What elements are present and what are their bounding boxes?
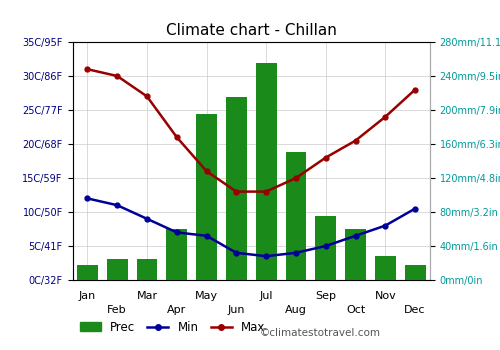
Bar: [286, 153, 306, 280]
Text: Nov: Nov: [374, 291, 396, 301]
Text: Sep: Sep: [315, 291, 336, 301]
Bar: [375, 256, 396, 280]
Text: Aug: Aug: [285, 305, 307, 315]
Bar: [316, 216, 336, 280]
Text: Jun: Jun: [228, 305, 245, 315]
Text: Mar: Mar: [136, 291, 158, 301]
Bar: [107, 259, 128, 280]
Bar: [136, 259, 158, 280]
Text: Oct: Oct: [346, 305, 365, 315]
Text: Jan: Jan: [79, 291, 96, 301]
Title: Climate chart - Chillan: Climate chart - Chillan: [166, 23, 336, 38]
Bar: [77, 265, 98, 280]
Text: Feb: Feb: [108, 305, 127, 315]
Bar: [196, 114, 217, 280]
Bar: [345, 229, 366, 280]
Text: ©climatestotravel.com: ©climatestotravel.com: [260, 328, 381, 338]
Bar: [166, 229, 187, 280]
Text: Dec: Dec: [404, 305, 426, 315]
Bar: [256, 63, 276, 280]
Bar: [404, 265, 425, 280]
Bar: [226, 97, 247, 280]
Text: Apr: Apr: [167, 305, 186, 315]
Text: Jul: Jul: [260, 291, 273, 301]
Text: May: May: [195, 291, 218, 301]
Legend: Prec, Min, Max: Prec, Min, Max: [75, 316, 270, 338]
